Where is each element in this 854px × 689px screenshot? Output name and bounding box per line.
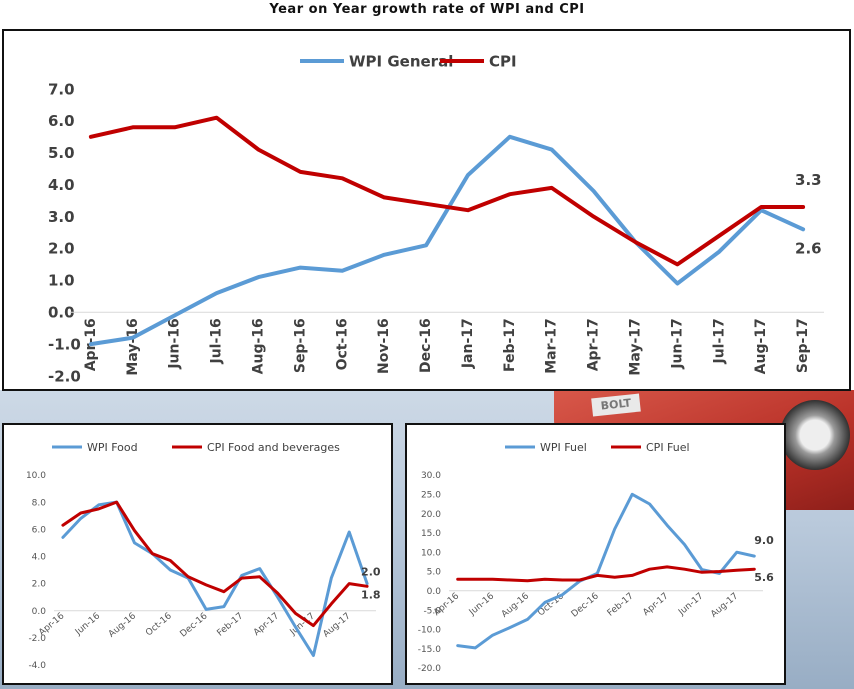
x-tick-label: Jun-17 (669, 318, 685, 369)
y-tick-label: 10.0 (421, 548, 441, 558)
y-tick-label: 0.0 (427, 587, 442, 597)
end-value-label: 5.6 (754, 571, 774, 584)
cpi-series-line (456, 565, 756, 583)
x-tick-label: Aug-17 (709, 591, 740, 619)
y-tick-label: 15.0 (421, 529, 441, 539)
x-tick-label: Sep-17 (795, 318, 811, 373)
end-value-label: 1.8 (361, 588, 381, 601)
end-value-label: 2.0 (361, 566, 381, 579)
food-chart-panel: 10.0 8.0 6.0 4.0 2.0 0.0 -2.0 -4.0 Apr-16 Jun-16 A… (2, 423, 393, 685)
x-tick-label: Dec-16 (179, 611, 210, 639)
legend-label-wpi: WPI Fuel (540, 441, 587, 454)
x-tick-label: Apr-17 (586, 318, 602, 371)
fuel-chart-panel: 30.0 25.0 20.0 15.0 10.0 5.0 0.0 -5.0 -10.0 -15.0… (405, 423, 786, 685)
y-tick-label: 20.0 (421, 510, 441, 520)
x-tick-label: Oct-16 (334, 318, 350, 370)
x-tick-label: Jul-16 (209, 318, 225, 364)
x-tick-label: Aug-16 (500, 591, 531, 620)
y-tick-label: -1.0 (48, 335, 81, 353)
y-tick-label: 4.0 (48, 176, 75, 194)
x-tick-label: Feb-17 (606, 591, 636, 618)
y-tick-label: 8.0 (32, 498, 47, 508)
x-tick-label: Aug-17 (753, 318, 769, 374)
y-tick-label: 0.0 (48, 303, 75, 321)
y-tick-label: 6.0 (48, 112, 75, 130)
x-tick-label: Oct-16 (144, 611, 174, 638)
x-tick-label: Jan-17 (460, 318, 476, 369)
fuel-chart: 30.0 25.0 20.0 15.0 10.0 5.0 0.0 -5.0 -10.0 -15.0… (418, 441, 774, 674)
y-tick-label: 2.0 (48, 240, 75, 258)
y-tick-label: 4.0 (32, 553, 47, 563)
end-value-label: 9.0 (754, 534, 774, 547)
legend-label-cpi: CPI Food and beverages (207, 441, 340, 454)
y-tick-label: 10.0 (26, 471, 46, 481)
legend-label-cpi: CPI Fuel (646, 441, 690, 454)
x-tick-label: Mar-17 (544, 318, 560, 374)
x-tick-label: Nov-16 (376, 318, 392, 374)
x-tick-label: Dec-16 (418, 318, 434, 373)
x-tick-label: Jun-16 (167, 318, 183, 369)
y-tick-label: 5.0 (427, 568, 442, 578)
car-wheel-graphic (780, 400, 850, 470)
x-tick-label: Jun-17 (676, 591, 705, 618)
main-chart-panel: 7.0 6.0 5.0 4.0 3.0 2.0 1.0 0.0 -1.0 -2.0 Apr-16 Ma… (2, 29, 851, 391)
legend-label-cpi: CPI (489, 52, 517, 70)
end-value-label: 3.3 (795, 171, 822, 189)
cpi-series-line (88, 115, 806, 267)
y-tick-label: -20.0 (418, 664, 442, 674)
x-tick-label: Jul-17 (711, 318, 727, 364)
x-tick-label: Apr-17 (641, 591, 670, 618)
wpi-series-line (88, 134, 806, 347)
page-title: Year on Year growth rate of WPI and CPI (269, 2, 585, 17)
y-tick-label: 6.0 (32, 525, 47, 535)
y-tick-label: 3.0 (48, 208, 75, 226)
y-tick-label: 7.0 (48, 80, 75, 98)
y-tick-label: -5.0 (423, 606, 441, 616)
y-tick-label: 30.0 (421, 471, 441, 481)
x-tick-label: Jun-16 (467, 591, 496, 618)
y-tick-label: -4.0 (28, 661, 46, 671)
y-tick-label: 2.0 (32, 580, 47, 590)
y-tick-label: 5.0 (48, 144, 75, 162)
x-tick-label: May-16 (125, 318, 141, 375)
y-tick-label: -15.0 (418, 645, 442, 655)
x-tick-label: Aug-16 (251, 318, 267, 374)
x-tick-label: Dec-16 (570, 591, 601, 619)
y-tick-label: -2.0 (28, 634, 46, 644)
x-tick-label: Sep-16 (292, 318, 308, 373)
y-tick-label: 25.0 (421, 490, 441, 500)
y-tick-label: 0.0 (32, 607, 47, 617)
y-tick-label: -2.0 (48, 367, 81, 385)
x-tick-label: Feb-17 (502, 318, 518, 372)
legend-label-wpi: WPI General (349, 52, 453, 70)
x-tick-label: Aug-16 (107, 611, 138, 640)
y-tick-label: 1.0 (48, 272, 75, 290)
x-tick-label: Apr-17 (252, 611, 281, 638)
cpi-series-line (61, 500, 369, 628)
legend-label-wpi: WPI Food (87, 441, 138, 454)
y-tick-label: -10.0 (418, 626, 442, 636)
x-tick-label: Jun-16 (73, 611, 102, 638)
end-value-label: 2.6 (795, 239, 822, 257)
x-tick-label: May-17 (628, 318, 644, 375)
x-tick-label: Aug-17 (322, 611, 353, 639)
x-tick-label: Feb-17 (215, 611, 245, 638)
wpi-series-line (456, 492, 756, 650)
